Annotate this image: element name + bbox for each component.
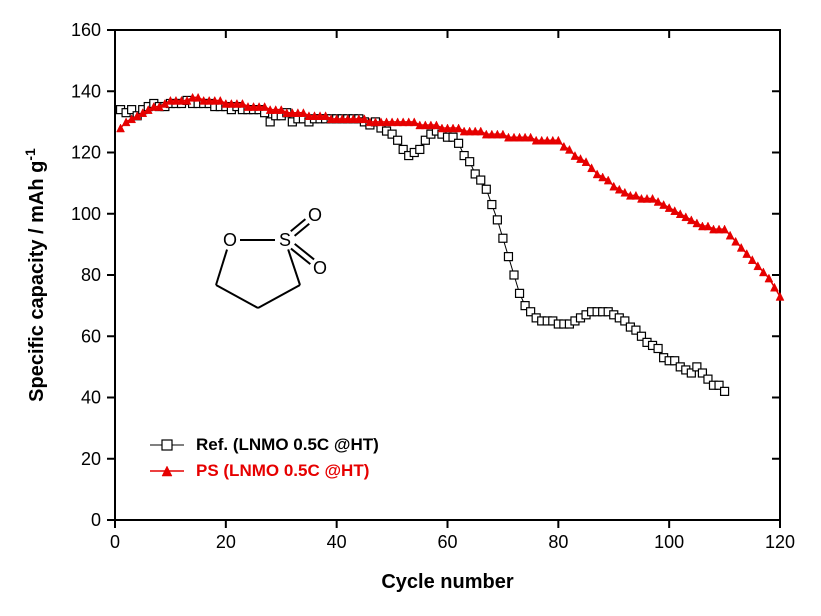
svg-text:O: O xyxy=(308,205,322,225)
y-tick-label: 120 xyxy=(71,143,101,163)
y-tick-label: 140 xyxy=(71,81,101,101)
y-tick-label: 40 xyxy=(81,388,101,408)
y-tick-label: 160 xyxy=(71,20,101,40)
y-tick-label: 20 xyxy=(81,449,101,469)
svg-text:O: O xyxy=(313,258,327,278)
x-tick-label: 120 xyxy=(765,532,795,552)
x-tick-label: 20 xyxy=(216,532,236,552)
y-axis-label: Specific capacity / mAh g-1 xyxy=(22,148,48,402)
x-tick-label: 40 xyxy=(327,532,347,552)
y-tick-label: 60 xyxy=(81,326,101,346)
capacity-chart: 0 20 40 60 80 100 120 0 20 40 60 80 100 120 140 160 Cycl… xyxy=(0,0,821,616)
x-tick-label: 80 xyxy=(548,532,568,552)
x-tick-label: 0 xyxy=(110,532,120,552)
legend-label: Ref. (LNMO 0.5C @HT) xyxy=(196,435,379,454)
x-tick-label: 60 xyxy=(437,532,457,552)
x-tick-label: 100 xyxy=(654,532,684,552)
y-tick-label: 0 xyxy=(91,510,101,530)
y-tick-label: 100 xyxy=(71,204,101,224)
svg-text:S: S xyxy=(279,230,291,250)
legend-label: PS (LNMO 0.5C @HT) xyxy=(196,461,369,480)
y-tick-label: 80 xyxy=(81,265,101,285)
x-axis-label: Cycle number xyxy=(381,571,513,593)
svg-text:O: O xyxy=(223,230,237,250)
